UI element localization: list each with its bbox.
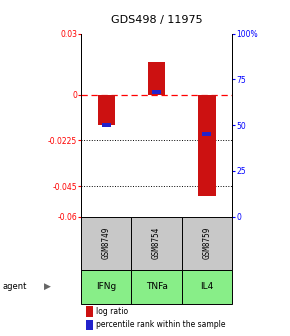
Bar (102, 123, 111, 127)
Bar (152, 90, 161, 94)
Bar (81, 269, 131, 304)
Bar (86, 306, 93, 317)
Text: GDS498 / 11975: GDS498 / 11975 (111, 15, 202, 25)
Bar (198, 95, 216, 196)
Bar (81, 217, 131, 269)
Text: IFNg: IFNg (96, 282, 117, 291)
Bar (86, 320, 93, 330)
Bar (182, 269, 232, 304)
Text: TNFa: TNFa (146, 282, 168, 291)
Text: GSM8754: GSM8754 (152, 227, 161, 259)
Text: IL4: IL4 (200, 282, 213, 291)
Text: log ratio: log ratio (96, 307, 128, 316)
Text: ▶: ▶ (44, 282, 50, 291)
Bar (97, 95, 115, 125)
Text: GSM8749: GSM8749 (102, 227, 111, 259)
Bar (131, 269, 182, 304)
Bar (182, 217, 232, 269)
Text: percentile rank within the sample: percentile rank within the sample (96, 321, 226, 330)
Bar (131, 217, 182, 269)
Bar (148, 62, 165, 95)
Text: agent: agent (3, 282, 27, 291)
Text: GSM8759: GSM8759 (202, 227, 211, 259)
Bar (202, 132, 211, 136)
